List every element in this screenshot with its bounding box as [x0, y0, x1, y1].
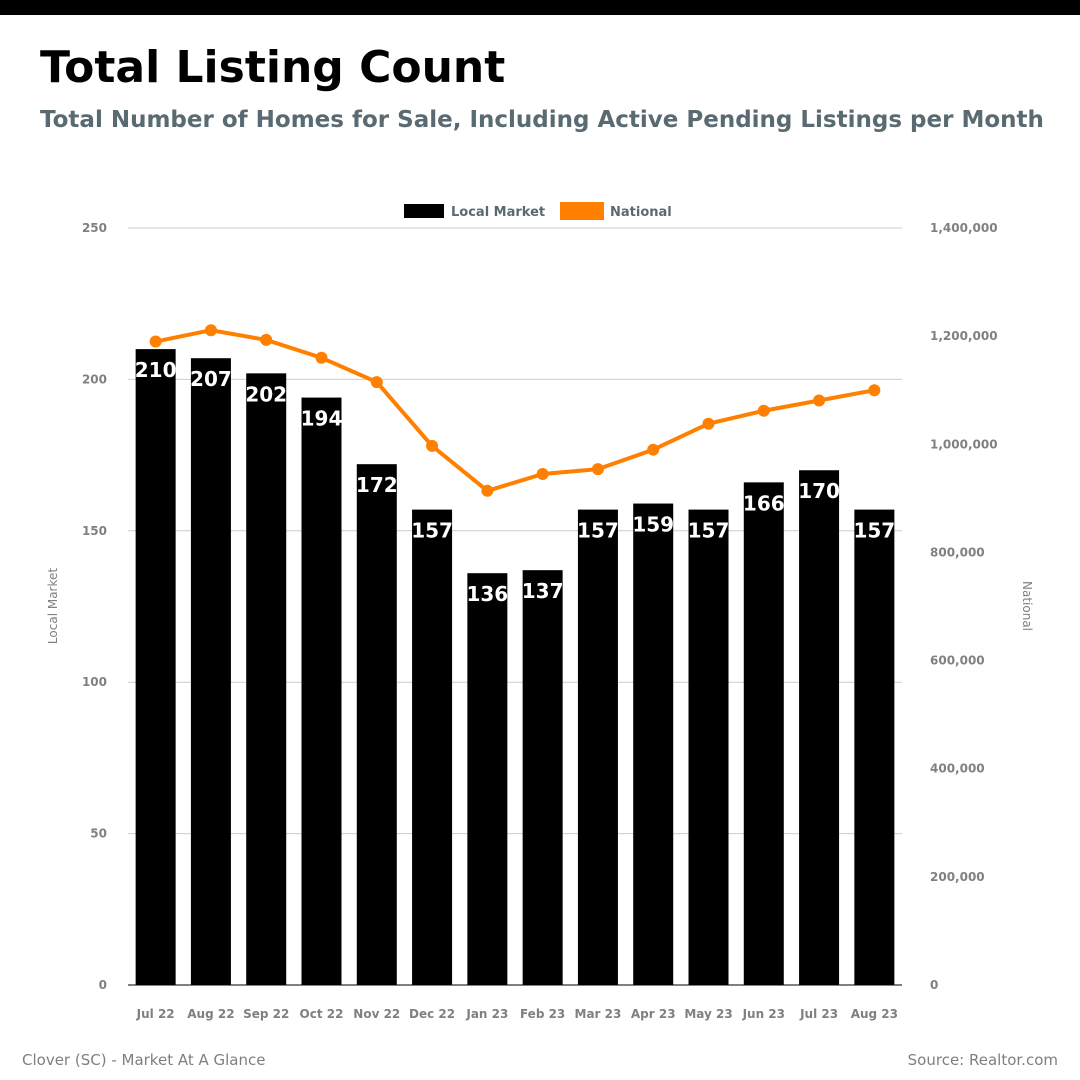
bar-data-label: 137 [522, 579, 564, 603]
y-right-tick-label: 1,000,000 [930, 437, 998, 451]
bar [412, 509, 453, 985]
national-point [370, 376, 383, 389]
bar-data-label: 194 [301, 407, 343, 431]
national-point [149, 335, 162, 348]
x-tick-label: Nov 22 [353, 1007, 400, 1021]
national-point [868, 384, 881, 397]
y-left-tick-label: 200 [82, 372, 107, 386]
y-left-tick-label: 50 [90, 827, 107, 841]
y-left-tick-label: 250 [82, 221, 107, 235]
x-tick-label: Jul 22 [136, 1007, 175, 1021]
legend-label-local-market: Local Market [451, 205, 545, 220]
bar-data-label: 157 [577, 519, 619, 543]
x-tick-label: Aug 22 [187, 1007, 234, 1021]
top-accent-bar [0, 0, 1080, 15]
x-tick-label: Mar 23 [575, 1007, 622, 1021]
bar [301, 397, 342, 985]
y-left-axis-title: Local Market [46, 568, 60, 644]
x-tick-label: Jan 23 [465, 1007, 508, 1021]
bar [467, 573, 508, 985]
bar [854, 509, 895, 985]
page-subtitle: Total Number of Homes for Sale, Includin… [40, 107, 1044, 133]
bar [522, 570, 563, 985]
y-left-tick-label: 0 [99, 978, 107, 992]
national-point [204, 324, 217, 337]
legend-swatch-local-market [404, 204, 444, 218]
national-point [260, 333, 273, 346]
bar-data-label: 207 [190, 367, 232, 391]
bar [356, 464, 397, 986]
y-right-tick-label: 200,000 [930, 870, 985, 884]
page-title: Total Listing Count [40, 42, 506, 93]
y-right-tick-label: 1,400,000 [930, 221, 998, 235]
national-point [591, 463, 604, 476]
y-left-tick-label: 100 [82, 675, 107, 689]
national-point [536, 468, 549, 481]
footer-market-label: Clover (SC) - Market At A Glance [22, 1051, 266, 1069]
national-point [426, 439, 439, 452]
bar [190, 358, 231, 986]
y-left-tick-label: 150 [82, 524, 107, 538]
bar-data-label: 136 [466, 582, 508, 606]
y-right-tick-label: 1,200,000 [930, 329, 998, 343]
y-right-axis-title: National [1020, 581, 1034, 631]
bar-data-label: 159 [632, 513, 674, 537]
bar-data-label: 157 [411, 519, 453, 543]
x-tick-label: Apr 23 [631, 1007, 676, 1021]
y-right-tick-label: 400,000 [930, 762, 985, 776]
bar-data-label: 170 [798, 479, 840, 503]
x-tick-label: Aug 23 [851, 1007, 898, 1021]
x-tick-label: Jul 23 [799, 1007, 838, 1021]
x-tick-label: Oct 22 [300, 1007, 344, 1021]
bar-data-label: 172 [356, 473, 398, 497]
bar-data-label: 210 [135, 358, 177, 382]
bar-data-label: 202 [245, 382, 287, 406]
bar [688, 509, 729, 985]
bar [135, 349, 176, 985]
x-tick-label: Sep 22 [243, 1007, 289, 1021]
national-point [757, 404, 770, 417]
x-tick-label: Dec 22 [409, 1007, 455, 1021]
legend-label-national: National [610, 205, 672, 220]
national-series-line [153, 328, 877, 493]
bar-data-label: 157 [853, 519, 895, 543]
bar [633, 503, 674, 985]
bar [743, 482, 784, 985]
x-tick-label: May 23 [684, 1007, 732, 1021]
legend-swatch-national [560, 202, 604, 220]
footer-source: Source: Realtor.com [907, 1051, 1058, 1069]
bar [577, 509, 618, 985]
y-right-tick-label: 600,000 [930, 654, 985, 668]
y-right-tick-label: 800,000 [930, 545, 985, 559]
bar-data-label: 157 [688, 519, 730, 543]
x-tick-label: Jun 23 [742, 1007, 785, 1021]
national-point [647, 443, 660, 456]
x-tick-label: Feb 23 [520, 1007, 565, 1021]
national-point [813, 394, 826, 407]
bar [246, 373, 287, 985]
bar [799, 470, 840, 985]
national-point [481, 484, 494, 497]
y-right-tick-label: 0 [930, 978, 938, 992]
bar-data-label: 166 [743, 491, 785, 515]
national-point [702, 417, 715, 430]
national-point [315, 351, 328, 364]
